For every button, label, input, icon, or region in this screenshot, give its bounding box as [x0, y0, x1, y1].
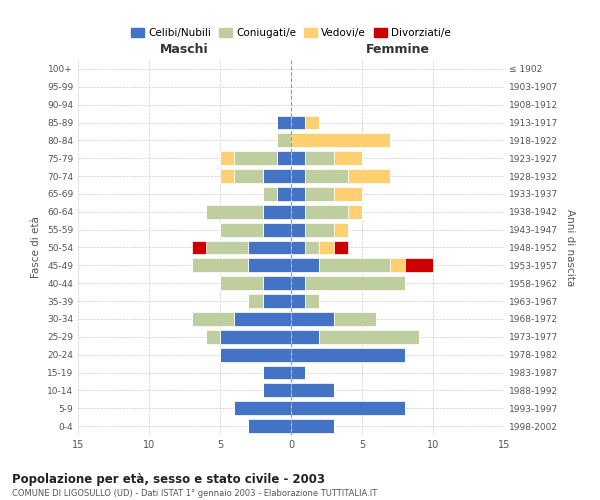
- Y-axis label: Fasce di età: Fasce di età: [31, 216, 41, 278]
- Bar: [334, 151, 362, 165]
- Bar: [206, 240, 248, 254]
- Bar: [291, 205, 305, 219]
- Bar: [334, 312, 376, 326]
- Bar: [248, 240, 291, 254]
- Bar: [277, 116, 291, 130]
- Bar: [334, 187, 362, 201]
- Text: Femmine: Femmine: [365, 44, 430, 57]
- Bar: [291, 222, 305, 236]
- Bar: [305, 294, 319, 308]
- Bar: [263, 187, 277, 201]
- Bar: [305, 222, 334, 236]
- Legend: Celibi/Nubili, Coniugati/e, Vedovi/e, Divorziati/e: Celibi/Nubili, Coniugati/e, Vedovi/e, Di…: [127, 24, 455, 42]
- Bar: [234, 312, 291, 326]
- Bar: [248, 419, 291, 433]
- Bar: [277, 187, 291, 201]
- Bar: [291, 384, 334, 398]
- Bar: [305, 116, 319, 130]
- Bar: [277, 134, 291, 147]
- Bar: [291, 366, 305, 380]
- Bar: [220, 348, 291, 362]
- Bar: [206, 205, 263, 219]
- Bar: [291, 151, 305, 165]
- Bar: [263, 205, 291, 219]
- Bar: [206, 330, 220, 344]
- Bar: [291, 240, 305, 254]
- Bar: [348, 169, 391, 183]
- Bar: [277, 151, 291, 165]
- Bar: [248, 294, 263, 308]
- Bar: [220, 330, 291, 344]
- Bar: [305, 169, 348, 183]
- Bar: [234, 401, 291, 415]
- Bar: [291, 419, 334, 433]
- Bar: [220, 222, 263, 236]
- Bar: [234, 151, 277, 165]
- Bar: [220, 276, 263, 290]
- Bar: [291, 187, 305, 201]
- Bar: [263, 366, 291, 380]
- Bar: [305, 205, 348, 219]
- Y-axis label: Anni di nascita: Anni di nascita: [565, 209, 575, 286]
- Bar: [291, 276, 305, 290]
- Bar: [334, 240, 348, 254]
- Bar: [291, 134, 391, 147]
- Bar: [305, 240, 319, 254]
- Bar: [263, 384, 291, 398]
- Bar: [291, 348, 404, 362]
- Bar: [348, 205, 362, 219]
- Bar: [191, 240, 206, 254]
- Bar: [305, 276, 404, 290]
- Bar: [291, 312, 334, 326]
- Bar: [191, 258, 248, 272]
- Bar: [319, 258, 391, 272]
- Bar: [305, 187, 334, 201]
- Text: COMUNE DI LIGOSULLO (UD) - Dati ISTAT 1° gennaio 2003 - Elaborazione TUTTITALIA.: COMUNE DI LIGOSULLO (UD) - Dati ISTAT 1°…: [12, 489, 377, 498]
- Bar: [291, 401, 404, 415]
- Bar: [334, 222, 348, 236]
- Bar: [234, 169, 263, 183]
- Bar: [291, 330, 319, 344]
- Bar: [291, 116, 305, 130]
- Bar: [263, 294, 291, 308]
- Bar: [263, 222, 291, 236]
- Bar: [263, 169, 291, 183]
- Bar: [291, 294, 305, 308]
- Bar: [263, 276, 291, 290]
- Bar: [220, 169, 234, 183]
- Bar: [391, 258, 404, 272]
- Bar: [291, 258, 319, 272]
- Bar: [319, 330, 419, 344]
- Bar: [191, 312, 234, 326]
- Bar: [305, 151, 334, 165]
- Bar: [248, 258, 291, 272]
- Bar: [404, 258, 433, 272]
- Bar: [319, 240, 334, 254]
- Text: Maschi: Maschi: [160, 44, 209, 57]
- Text: Popolazione per età, sesso e stato civile - 2003: Popolazione per età, sesso e stato civil…: [12, 472, 325, 486]
- Bar: [220, 151, 234, 165]
- Bar: [291, 169, 305, 183]
